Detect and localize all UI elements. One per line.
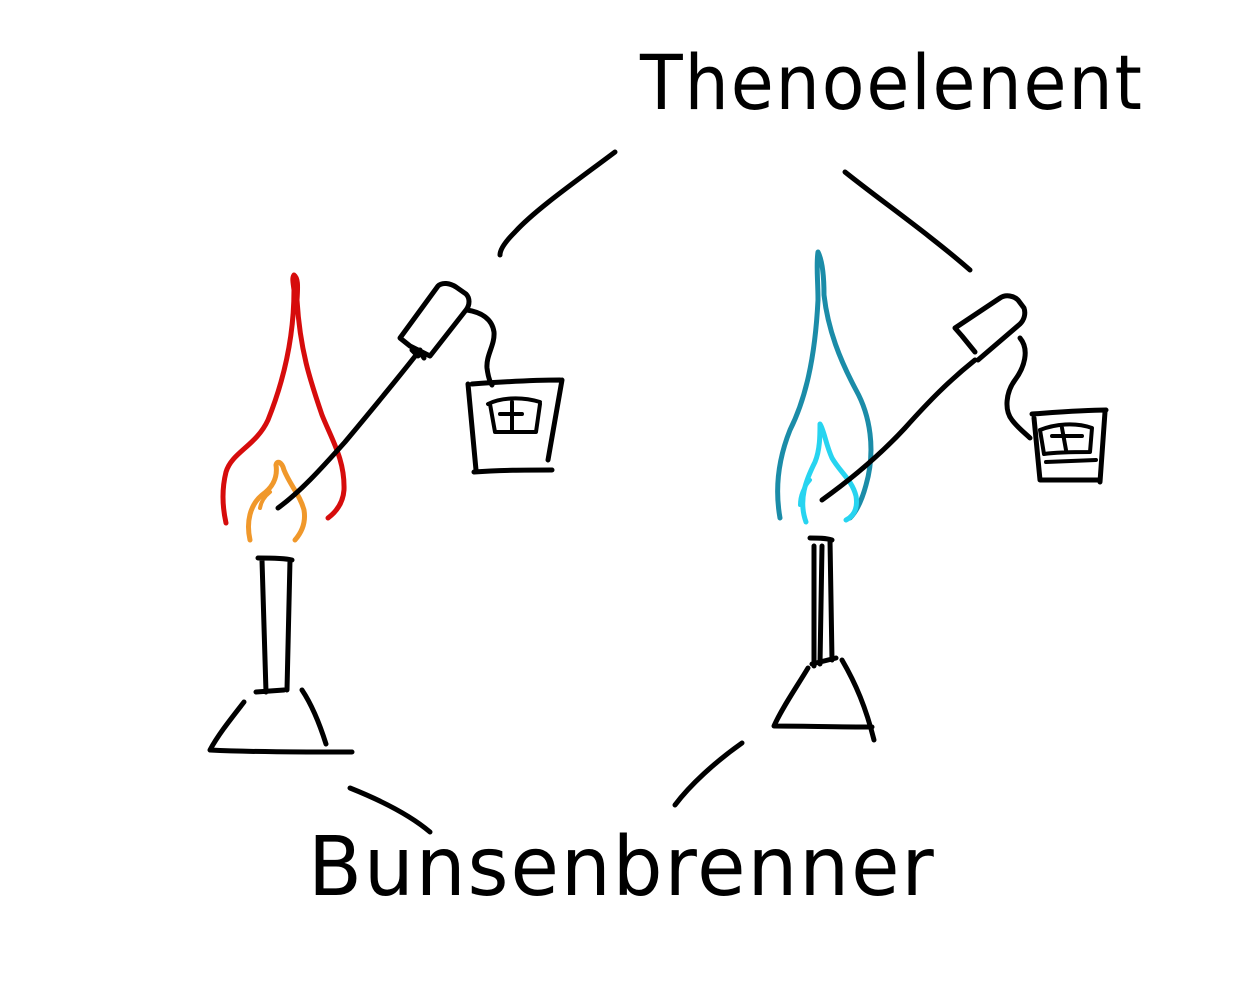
pointer-line-bottom-right [672,740,745,808]
right-probe-cable [1004,335,1033,441]
right-burner-tube [807,535,839,669]
right-burner-group [771,249,1109,743]
left-burner-tube [253,555,295,695]
left-meter-dial [486,396,542,434]
right-flame-inner [800,421,859,525]
pointer-line-bottom-left [347,785,433,835]
right-probe-rod [819,357,978,503]
left-burner-base [207,687,355,755]
left-probe-cable [464,307,497,388]
left-flame-inner [246,459,307,543]
thermocouple-label: Thenoelenent [640,38,1144,127]
left-probe-handle [397,281,472,361]
right-probe-handle [952,293,1028,363]
left-flame-outer [220,272,347,526]
right-meter-dial [1038,422,1098,464]
bunsen-burner-label: Bunsenbrenner [308,820,936,915]
right-burner-base [771,657,877,743]
right-flame-outer [775,249,874,521]
left-burner-group [207,272,565,755]
pointer-line-top-right [842,169,973,273]
pointer-line-top-left [497,149,618,258]
left-meter-body [465,377,565,475]
left-probe-rod [275,347,423,511]
right-meter-body [1029,407,1109,485]
